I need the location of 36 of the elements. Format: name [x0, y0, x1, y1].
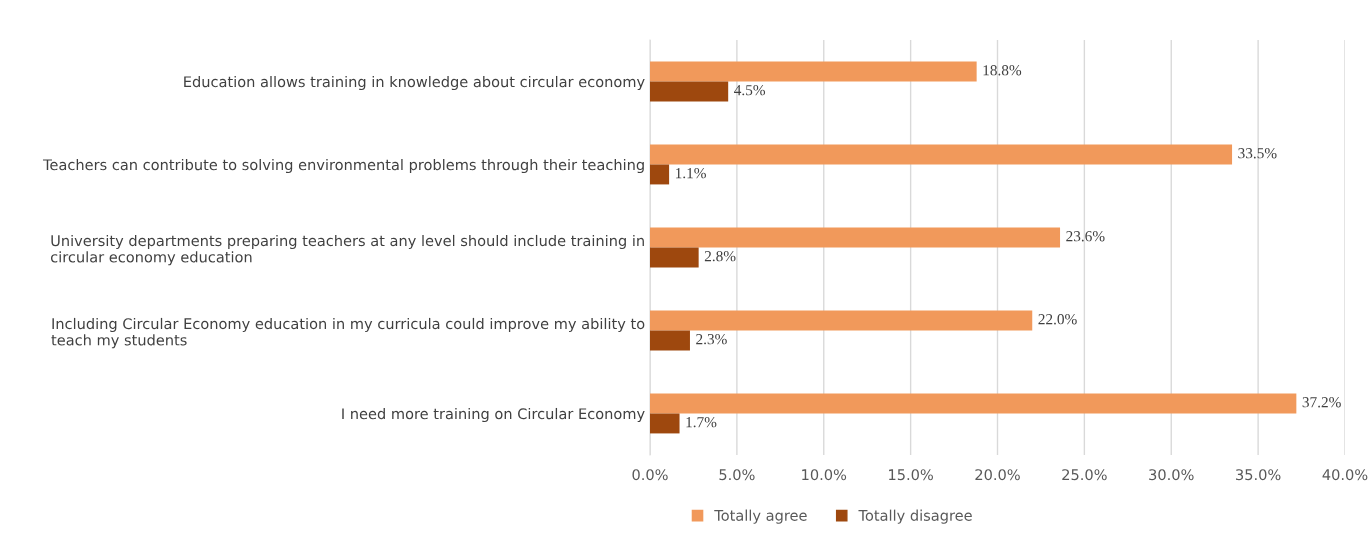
data-label: 1.1% — [676, 167, 706, 179]
bar — [650, 330, 690, 351]
bar — [650, 247, 699, 268]
x-tick-label: 40.0% — [1322, 469, 1368, 481]
data-label: 2.8% — [704, 250, 736, 262]
data-label: 4.5% — [734, 84, 766, 96]
x-tick-label: 30.0% — [1149, 469, 1194, 481]
x-tick-label: 20.0% — [975, 469, 1020, 481]
data-label: 22.0% — [1038, 314, 1077, 325]
y-tick-label: Education allows training in knowledge about circular economy — [184, 75, 645, 91]
x-tick-label: 15.0% — [889, 469, 933, 481]
x-tick-label: 35.0% — [1236, 469, 1281, 481]
bar — [650, 144, 1233, 165]
data-label: 33.5% — [1238, 148, 1277, 159]
y-tick-label: I need more training on Circular Economy — [342, 407, 645, 423]
bar — [650, 413, 680, 434]
data-label: 18.8% — [983, 65, 1022, 76]
bar — [650, 227, 1061, 248]
x-tick-label: 10.0% — [802, 469, 847, 481]
data-label: 37.2% — [1302, 397, 1341, 408]
legend-label: Totally agree — [714, 509, 807, 524]
x-tick-label: 0.0% — [632, 469, 668, 481]
bar — [650, 61, 977, 82]
data-label: 1.7% — [686, 416, 717, 428]
y-tick-label: Including Circular Economy education in my curricula could improve my ability to teach my students — [51, 317, 645, 349]
x-tick-label: 25.0% — [1062, 469, 1107, 481]
data-label: 2.3% — [696, 333, 727, 345]
y-tick-label: University departments preparing teachers at any level should include training in circular economy education — [50, 234, 644, 266]
bar — [650, 81, 729, 102]
bar — [650, 164, 670, 185]
x-tick-label: 5.0% — [719, 469, 755, 481]
y-tick-label: Teachers can contribute to solving environmental problems through their teaching — [42, 158, 644, 174]
legend-label: Totally disagree — [858, 509, 972, 524]
bar — [650, 393, 1297, 414]
data-label: 23.6% — [1066, 231, 1105, 242]
bar — [650, 310, 1033, 331]
